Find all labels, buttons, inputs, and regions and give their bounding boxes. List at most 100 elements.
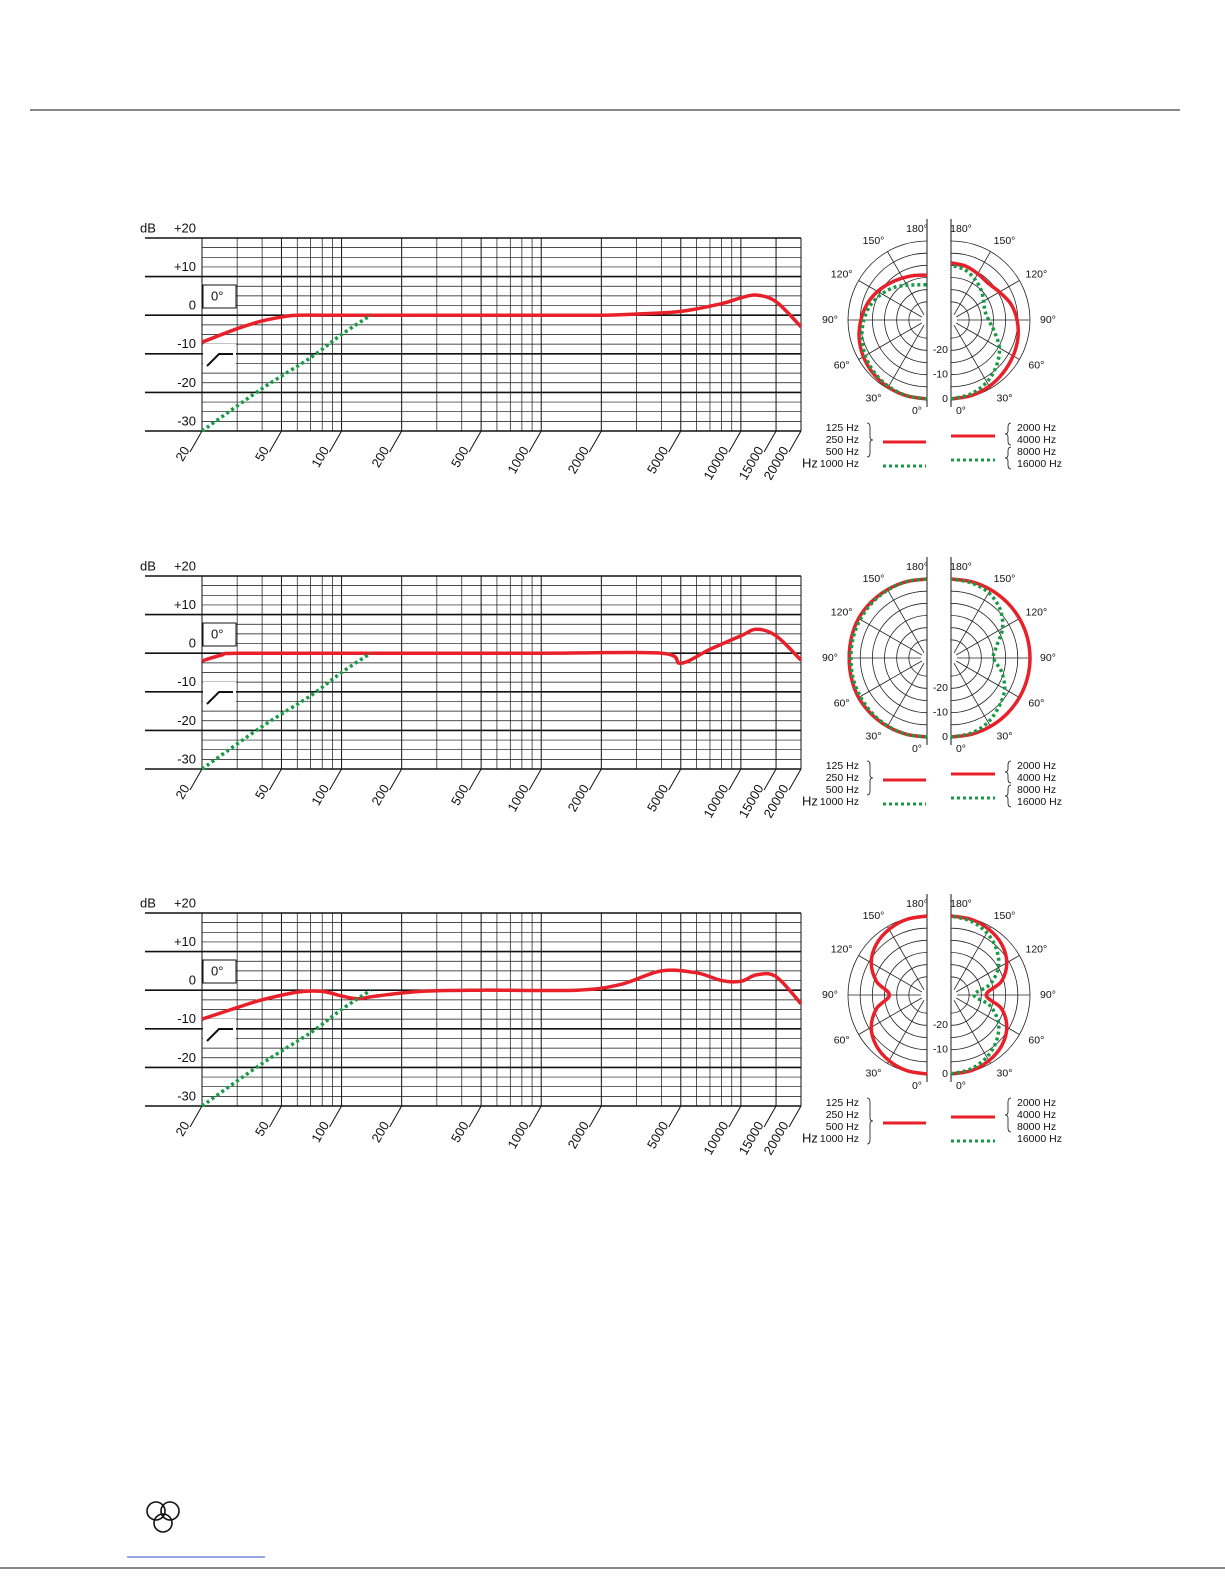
x-tick [668, 768, 682, 791]
x-tick [528, 768, 542, 791]
x-tick-label: 50 [252, 782, 272, 802]
legend-label: 500 Hz [826, 1121, 859, 1133]
y-tick-label: +10 [174, 934, 196, 949]
r-tick-label: 0 [942, 731, 948, 743]
x-tick [528, 1105, 542, 1128]
inset-label: 0° [211, 963, 223, 978]
polar-spoke [858, 280, 923, 318]
theta-label: 120° [1025, 943, 1047, 955]
legend-label: 500 Hz [826, 784, 859, 796]
x-tick-label: 100 [308, 1119, 332, 1145]
legend-label: 4000 Hz [1017, 1109, 1056, 1121]
x-tick-label: 5000 [644, 444, 671, 477]
theta-label: 60° [1028, 359, 1044, 371]
x-tick-label: 5000 [644, 782, 671, 815]
theta-label: 150° [863, 573, 885, 585]
legend-brace [1004, 446, 1012, 470]
filter-icon [206, 353, 233, 367]
y-tick-label: -30 [177, 1088, 196, 1103]
inset-label: 0° [211, 288, 223, 303]
polar-spoke [955, 997, 1020, 1035]
theta-label: 90° [822, 314, 838, 326]
theta-label: 180° [950, 561, 972, 573]
theta-label: 180° [950, 898, 972, 910]
response-curve [201, 968, 803, 1021]
polar-curve [849, 577, 928, 739]
legend-label: 1000 Hz [820, 458, 859, 470]
x-tick [763, 430, 777, 453]
x-tick-label: 500 [448, 444, 472, 470]
theta-label: 150° [863, 235, 885, 247]
x-tick [788, 1105, 802, 1128]
r-tick-label: -10 [933, 368, 948, 380]
response-curve [201, 293, 803, 344]
y-tick-label: -20 [177, 1050, 196, 1065]
theta-label: 0° [912, 743, 922, 755]
polar-spoke [953, 662, 991, 727]
legend-label: 8000 Hz [1017, 446, 1056, 458]
polar-spoke [858, 997, 923, 1035]
x-axis-label: Hz [802, 1130, 818, 1145]
legend-label: 16000 Hz [1017, 1133, 1062, 1145]
theta-label: 30° [866, 731, 882, 743]
filter-icon-box [203, 344, 236, 372]
theta-label: 180° [906, 223, 928, 235]
theta-label: 60° [834, 697, 850, 709]
polar-curve [950, 914, 1001, 1076]
polar-spoke [953, 251, 991, 316]
x-tick-label: 10000 [700, 444, 731, 483]
inset-box [202, 284, 237, 309]
y-tick-label: -20 [177, 375, 196, 390]
polar-spoke [955, 618, 1020, 656]
polar-curve [950, 577, 1007, 739]
x-tick [329, 1105, 342, 1128]
theta-label: 60° [834, 359, 850, 371]
theta-label: 180° [906, 898, 928, 910]
x-axis-label: Hz [802, 455, 818, 470]
x-tick [468, 430, 482, 453]
polar-spoke [955, 660, 1020, 698]
x-tick [468, 768, 482, 791]
polar-spoke [858, 955, 923, 993]
y-tick-label: -30 [177, 413, 196, 428]
y-tick-label: +20 [174, 558, 196, 573]
x-tick [668, 430, 682, 453]
logo [146, 1501, 180, 1533]
x-tick-label: 500 [448, 1119, 472, 1145]
legend-label: 1000 Hz [820, 1133, 859, 1145]
x-tick [668, 1105, 682, 1128]
polar-spoke [858, 618, 923, 656]
x-tick [588, 768, 602, 791]
theta-label: 60° [1028, 1034, 1044, 1046]
x-tick [588, 1105, 602, 1128]
polar-curve [950, 914, 1009, 1076]
legend-label: 2000 Hz [1017, 1097, 1056, 1109]
polar-spoke [953, 589, 991, 654]
x-tick [728, 1105, 742, 1128]
response-curve [200, 988, 372, 1108]
x-tick [788, 768, 802, 791]
theta-label: 60° [1028, 697, 1044, 709]
theta-label: 150° [994, 910, 1016, 922]
x-tick-label: 20 [172, 1119, 192, 1139]
polar-spoke [953, 926, 991, 991]
r-tick-label: 0 [942, 1068, 948, 1080]
theta-label: 30° [997, 393, 1013, 405]
theta-label: 120° [831, 943, 853, 955]
x-tick-label: 200 [368, 782, 392, 808]
x-tick [763, 768, 777, 791]
x-tick [269, 430, 282, 453]
y-tick-label: +20 [174, 220, 196, 235]
legend-label: 4000 Hz [1017, 434, 1056, 446]
legend-brace [866, 760, 874, 796]
theta-label: 90° [822, 989, 838, 1001]
polar-spoke [887, 662, 925, 727]
y-tick-label: -20 [177, 713, 196, 728]
theta-label: 150° [994, 235, 1016, 247]
filter-icon-box [203, 682, 236, 710]
theta-label: 90° [822, 652, 838, 664]
y-tick-label: +20 [174, 895, 196, 910]
x-tick-label: 100 [308, 782, 332, 808]
legend-label: 16000 Hz [1017, 458, 1062, 470]
